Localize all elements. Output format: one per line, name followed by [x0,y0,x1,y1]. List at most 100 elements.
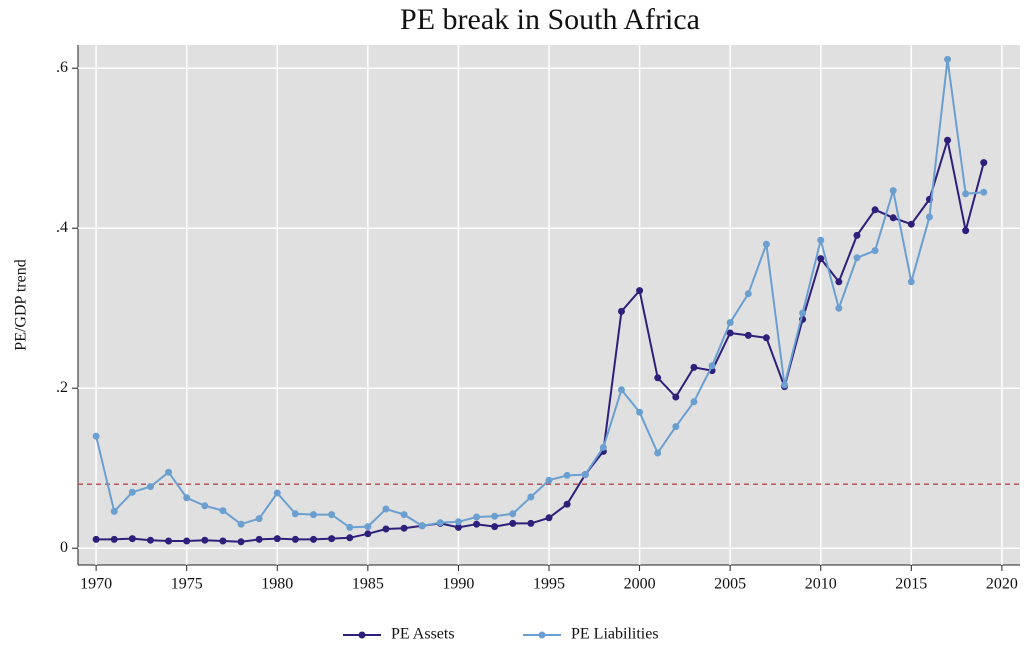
data-point [871,206,879,214]
data-point [726,319,734,327]
data-point [762,240,770,248]
data-point [146,483,154,491]
data-point [581,471,589,479]
data-point [509,510,517,518]
data-point [817,255,825,263]
data-point [654,449,662,457]
data-point [617,386,625,394]
data-point [128,535,136,543]
data-point [219,507,227,515]
x-tick-label: 2000 [624,576,656,593]
x-tick-label: 1995 [533,576,565,593]
data-point [636,287,644,295]
data-point [835,304,843,312]
data-point [219,537,227,545]
x-tick-label: 1985 [352,576,384,593]
data-point [273,535,281,543]
data-point [346,534,354,542]
data-point [328,511,336,519]
data-point [92,432,100,440]
data-point [853,231,861,239]
data-point [201,502,209,510]
y-tick-label: .4 [56,219,68,236]
data-point [599,443,607,451]
data-point [165,468,173,476]
data-point [454,518,462,526]
y-tick-label: .6 [56,59,68,76]
data-point [454,523,462,531]
data-point [617,307,625,315]
data-point [672,393,680,401]
x-tick-label: 2020 [986,576,1018,593]
data-point [907,278,915,286]
data-point [980,188,988,196]
data-point [708,362,716,370]
data-point [817,236,825,244]
data-point [835,278,843,286]
data-point [781,381,788,389]
data-point [400,524,408,532]
data-point [400,511,408,519]
data-point [183,494,191,502]
x-tick-label: 1980 [261,576,293,593]
data-point [255,515,263,523]
data-point [165,537,173,545]
y-tick-label: .2 [56,379,68,396]
data-point [744,331,752,339]
data-point [418,522,426,530]
x-tick-label: 1975 [171,576,203,593]
data-point [491,523,499,531]
data-point [636,408,644,416]
x-tick-label: 2015 [895,576,927,593]
data-point [291,510,299,518]
data-point [527,493,535,501]
data-point [527,519,535,527]
data-point [146,536,154,544]
data-point [563,500,571,508]
data-point [907,220,915,228]
data-point [364,523,372,531]
data-point [889,214,897,222]
data-point [944,136,952,144]
data-point [853,254,861,262]
data-point [237,520,245,528]
data-point [944,55,952,63]
data-point [762,334,770,342]
data-point [92,535,100,543]
data-point [799,309,807,317]
data-point [491,512,499,520]
data-point [128,488,136,496]
x-tick-label: 2010 [805,576,837,593]
y-tick-label: 0 [60,539,68,556]
data-point [255,535,263,543]
data-point [382,505,390,513]
data-point [310,535,317,543]
data-point [291,535,299,543]
data-point [690,398,698,406]
legend-label: PE Assets [391,626,455,643]
data-point [563,471,571,479]
data-point [473,520,481,528]
data-point [273,489,281,497]
x-tick-label: 1970 [80,576,112,593]
data-point [672,423,680,431]
data-point [509,519,517,527]
data-point [889,187,897,195]
data-point [346,523,354,531]
data-point [110,535,118,543]
data-point [473,513,481,521]
x-tick-label: 1990 [442,576,474,593]
data-point [328,535,336,543]
data-point [201,536,209,544]
data-point [110,507,118,515]
data-point [310,511,317,519]
y-axis-label: PE/GDP trend [13,259,30,350]
data-point [545,476,553,484]
legend-marker [358,631,366,639]
data-point [726,329,734,337]
data-point [183,537,191,545]
data-point [744,290,752,298]
data-point [980,159,988,167]
data-point [654,374,662,382]
